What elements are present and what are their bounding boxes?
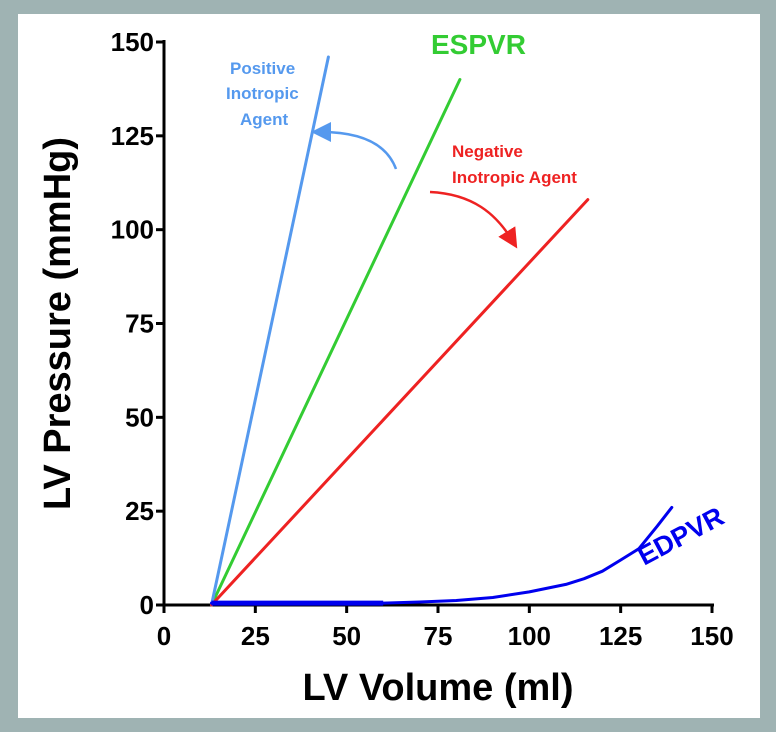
negative-inotropic-label: Negative [452, 142, 523, 161]
positive-inotropic-label: Positive [230, 59, 295, 78]
edpvr-line [210, 505, 674, 605]
x-tick-label: 0 [157, 621, 171, 651]
chart-frame: 0 25 50 75 100 125 150 0 25 50 75 100 125 150 LV Volum… [18, 14, 760, 718]
espvr-label: ESPVR [431, 29, 526, 60]
x-tick-label: 75 [424, 621, 453, 651]
y-tick-label: 50 [125, 402, 154, 432]
pv-relationship-chart: 0 25 50 75 100 125 150 0 25 50 75 100 125 150 LV Volum… [37, 27, 734, 709]
positive-inotropic-label: Inotropic [226, 84, 299, 103]
negative-inotropic-arrow [429, 190, 518, 249]
x-tick-label: 150 [690, 621, 733, 651]
negative-inotropic-agent-line [210, 198, 590, 607]
positive-inotropic-label: Agent [240, 110, 289, 129]
positive-inotropic-agent-line [210, 55, 330, 607]
x-tick-label: 125 [599, 621, 642, 651]
y-tick-label: 0 [140, 590, 154, 620]
x-axis-title: LV Volume (ml) [303, 667, 574, 709]
x-tick-label: 100 [508, 621, 551, 651]
y-tick-label: 100 [111, 215, 154, 245]
y-axis-title: LV Pressure (mmHg) [37, 137, 79, 510]
y-tick-label: 150 [111, 27, 154, 57]
y-tick-label: 75 [125, 309, 154, 339]
espvr-line [210, 78, 462, 607]
x-tick-label: 25 [241, 621, 270, 651]
positive-inotropic-arrow [311, 122, 398, 170]
x-tick-label: 50 [332, 621, 361, 651]
negative-inotropic-label: Inotropic Agent [452, 168, 577, 187]
y-tick-label: 125 [111, 121, 154, 151]
y-tick-label: 25 [125, 496, 154, 526]
edpvr-label: EDPVR [633, 501, 729, 571]
